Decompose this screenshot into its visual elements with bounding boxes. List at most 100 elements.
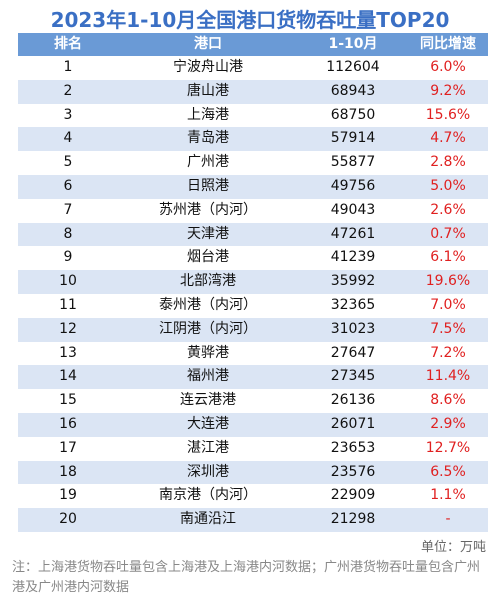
table-row: 1 宁波舟山港 112604 6.0%: [18, 56, 488, 80]
table-cell: 11: [59, 296, 77, 313]
table-cell: 黄骅港: [187, 344, 229, 361]
table-row: 12 江阴港（内河） 31023 7.5%: [18, 317, 488, 342]
table-cell: 9: [63, 249, 73, 266]
table-cell: 12.7%: [425, 439, 471, 456]
table-cell: 13: [59, 344, 77, 361]
note: 注：上海港货物吞吐量包含上海港及上海港内河数据；广州港货物吞吐量包含广州港及广州…: [12, 560, 481, 595]
table-cell: 19.6%: [425, 273, 471, 290]
table-row: 5 广州港 55877 2.8%: [18, 151, 488, 175]
table-cell: 宁波舟山港: [173, 59, 243, 75]
table-cell: 31023: [330, 320, 376, 337]
table-row: 19 南京港（内河） 22909 1.1%: [18, 484, 488, 508]
table-cell: 2.6%: [430, 201, 466, 218]
table-cell: 23576: [330, 463, 376, 480]
table-cell: 北部湾港: [180, 273, 236, 290]
table-cell: 苏州港（内河）: [159, 201, 257, 218]
table-cell: 6.0%: [430, 59, 466, 75]
table-cell: 18: [59, 463, 77, 480]
table-cell: 47261: [330, 225, 376, 242]
table: 排名 港口 1-10月 同比增速 1 宁波舟山港 112604 6.0% 2 唐山港 68943 9.…: [18, 33, 488, 532]
title: 2023年1-10月全国港口货物吞吐量TOP20: [50, 8, 450, 32]
table-cell: 7.5%: [430, 320, 466, 337]
table-cell: 9.2%: [430, 82, 466, 99]
table-cell: 江阴港（内河）: [159, 320, 257, 337]
table-cell: 1: [63, 59, 73, 75]
table-cell: 15.6%: [425, 106, 471, 123]
table-cell: 11.4%: [425, 368, 471, 385]
table-cell: 烟台港: [187, 249, 229, 266]
header-row: 排名 港口 1-10月 同比增速: [18, 33, 488, 56]
table-cell: 上海港: [187, 106, 229, 123]
table-cell: 8.6%: [430, 392, 466, 409]
table-cell: 26136: [330, 392, 376, 409]
table-cell: 16: [59, 415, 77, 432]
header-cell: 排名: [54, 36, 82, 52]
table-row: 6 日照港 49756 5.0%: [18, 174, 488, 199]
table-row: 18 深圳港 23576 6.5%: [18, 460, 488, 485]
table-cell: 2.9%: [430, 415, 466, 432]
table-cell: 49043: [330, 201, 376, 218]
table-row: 10 北部湾港 35992 19.6%: [18, 270, 488, 294]
table-cell: 连云港港: [180, 392, 236, 409]
table-cell: 10: [59, 273, 77, 290]
table-cell: 福州港: [187, 368, 229, 385]
table-cell: 大连港: [187, 415, 229, 432]
header-cell: 同比增速: [420, 36, 476, 52]
table-row: 4 青岛港 57914 4.7%: [18, 127, 488, 152]
unit: 单位：万吨: [420, 540, 486, 555]
table-cell: 1.1%: [430, 487, 466, 504]
table-row: 20 南通沿江 21298 -: [18, 508, 488, 532]
table-cell: 112604: [326, 59, 380, 75]
table-cell: 19: [59, 487, 77, 504]
table-cell: 4: [63, 130, 73, 147]
table-cell: 泰州港（内河）: [159, 296, 257, 313]
table-row: 11 泰州港（内河） 32365 7.0%: [18, 294, 488, 318]
table-row: 7 苏州港（内河） 49043 2.6%: [18, 199, 488, 223]
table-cell: 35992: [330, 273, 376, 290]
table-row: 17 湛江港 23653 12.7%: [18, 437, 488, 461]
table-cell: 27345: [330, 368, 376, 385]
table-cell: 32365: [330, 296, 376, 313]
table-row: 8 天津港 47261 0.7%: [18, 222, 488, 247]
table-cell: 20: [59, 511, 77, 528]
header-cell: 港口: [194, 36, 222, 52]
table-cell: 南京港（内河）: [159, 487, 257, 504]
table-cell: 5: [63, 154, 73, 171]
table-cell: 天津港: [187, 225, 229, 242]
table-cell: 41239: [330, 249, 376, 266]
table-cell: 广州港: [187, 154, 229, 171]
table-row: 2 唐山港 68943 9.2%: [18, 79, 488, 104]
table-cell: 12: [59, 320, 77, 337]
table-cell: 57914: [330, 130, 376, 147]
table-row: 16 大连港 26071 2.9%: [18, 412, 488, 437]
table-cell: 7: [63, 201, 73, 218]
table-cell: 青岛港: [187, 130, 229, 147]
table-cell: 21298: [330, 511, 376, 528]
table-cell: 8: [63, 225, 73, 242]
table-cell: 6.5%: [430, 463, 466, 480]
table-cell: -: [445, 511, 451, 528]
table-cell: 湛江港: [187, 439, 229, 456]
table-cell: 68750: [330, 106, 376, 123]
table-cell: 2: [63, 82, 73, 99]
table-row: 15 连云港港 26136 8.6%: [18, 389, 488, 413]
table-cell: 0.7%: [430, 225, 466, 242]
table-cell: 4.7%: [430, 130, 466, 147]
table-cell: 49756: [330, 177, 376, 194]
table-cell: 27647: [330, 344, 376, 361]
table-cell: 17: [59, 439, 77, 456]
table-cell: 55877: [330, 154, 376, 171]
table-row: 9 烟台港 41239 6.1%: [18, 246, 488, 270]
table-cell: 南通沿江: [180, 511, 236, 528]
table-cell: 14: [59, 368, 77, 385]
table-cell: 7.0%: [430, 296, 466, 313]
table-cell: 唐山港: [187, 82, 229, 99]
table-cell: 23653: [330, 439, 376, 456]
table-cell: 26071: [330, 415, 376, 432]
table-cell: 6.1%: [430, 249, 466, 266]
table-cell: 68943: [330, 82, 376, 99]
table-row: 14 福州港 27345 11.4%: [18, 365, 488, 390]
table-cell: 15: [59, 392, 77, 409]
table-cell: 日照港: [187, 177, 229, 194]
